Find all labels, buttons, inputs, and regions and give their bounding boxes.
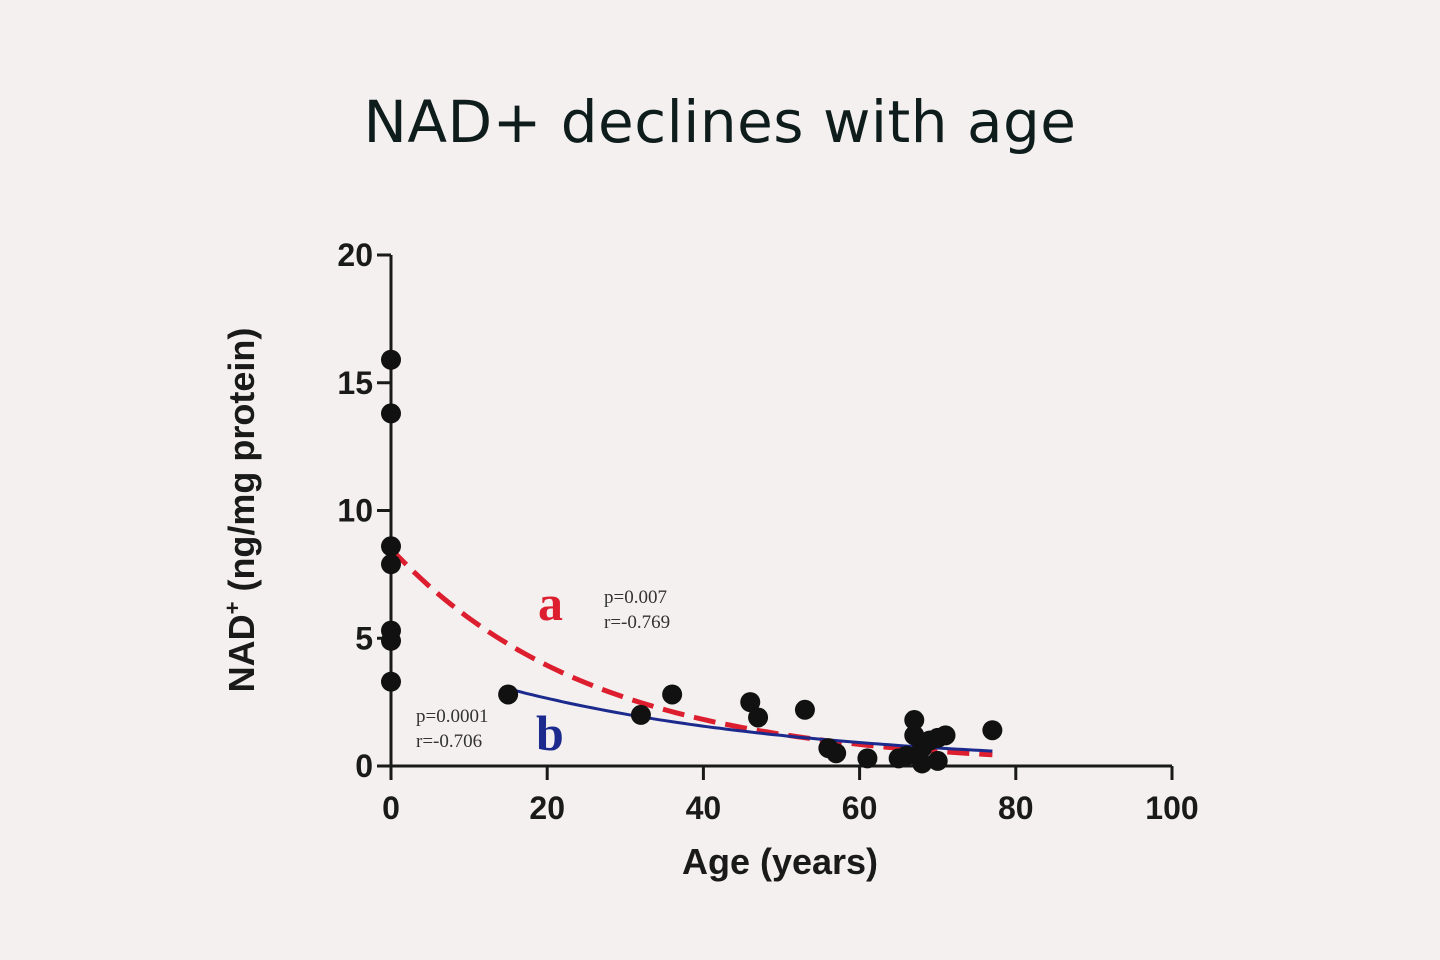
- data-point: [982, 720, 1003, 741]
- fit-b-r-value: r=-0.706: [416, 731, 482, 752]
- y-tick-label: 0: [355, 748, 373, 784]
- data-point: [794, 699, 815, 720]
- fit-a-label: a: [538, 575, 563, 631]
- x-tick-label: 0: [382, 790, 400, 826]
- x-tick-label: 60: [842, 790, 878, 826]
- data-point: [381, 554, 401, 575]
- data-point: [662, 684, 683, 705]
- data-point: [826, 743, 847, 764]
- data-point: [927, 750, 948, 771]
- y-tick-label: 20: [337, 237, 373, 273]
- page-title: NAD+ declines with age: [363, 88, 1077, 156]
- fit-line-b: [507, 687, 993, 753]
- data-point: [896, 745, 917, 766]
- chart-labels: Age (years) NAD+ (ng/mg protein) a p=0.0…: [220, 328, 878, 882]
- x-tick-label: 100: [1145, 790, 1198, 826]
- data-point: [498, 684, 519, 705]
- x-tick-label: 80: [998, 790, 1034, 826]
- y-axis-label: NAD+ (ng/mg protein): [220, 328, 262, 693]
- x-tick-label: 20: [529, 790, 565, 826]
- data-point: [381, 349, 401, 370]
- data-point: [857, 748, 878, 769]
- x-tick-label: 40: [686, 790, 722, 826]
- data-point: [381, 630, 401, 651]
- data-point: [630, 704, 651, 725]
- chart-axes: 0 5 10 15 20 0 20 40 60 80 100: [337, 237, 1198, 826]
- data-point: [748, 707, 769, 728]
- data-point: [381, 671, 401, 692]
- fit-line-a: [389, 547, 993, 758]
- fit-lines: [389, 547, 993, 758]
- y-tick-label: 15: [337, 365, 373, 401]
- data-point: [935, 725, 956, 746]
- data-points: [381, 349, 1003, 774]
- y-axis-label-unit: (ng/mg protein): [221, 328, 262, 602]
- fit-a-r-value: r=-0.769: [604, 612, 670, 633]
- data-point: [381, 536, 401, 557]
- fit-a-p-value: p=0.007: [604, 587, 667, 608]
- fit-b-p-value: p=0.0001: [416, 706, 488, 727]
- y-axis-label-main: NAD: [221, 614, 262, 692]
- y-axis-label-sup: +: [220, 602, 245, 615]
- data-point: [381, 403, 401, 424]
- y-tick-label: 5: [355, 620, 373, 656]
- data-point: [740, 692, 761, 713]
- data-point: [912, 753, 933, 774]
- data-point: [904, 710, 925, 731]
- fit-b-label: b: [536, 705, 564, 761]
- x-axis-label: Age (years): [682, 841, 878, 882]
- y-tick-label: 10: [337, 493, 373, 529]
